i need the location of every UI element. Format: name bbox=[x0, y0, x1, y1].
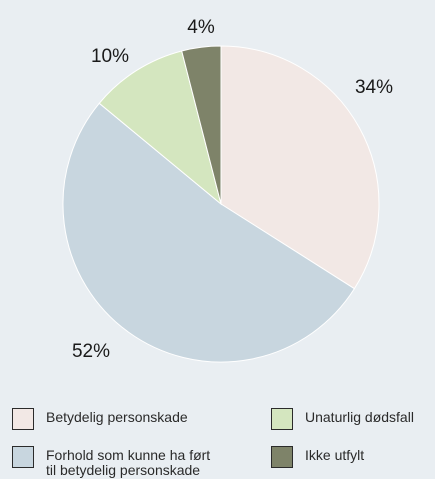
legend-item-forhold: Forhold som kunne ha ført til betydelig … bbox=[12, 446, 211, 478]
legend-label-forhold: Forhold som kunne ha ført til betydelig … bbox=[46, 447, 211, 478]
pie-slice-ikke-utfylt bbox=[181, 45, 222, 205]
slice-label-ikke-utfylt: 4% bbox=[187, 17, 215, 38]
pie-slice-betydelig-personskade bbox=[220, 45, 380, 290]
slice-label-betydelig-personskade: 34% bbox=[355, 77, 393, 98]
pie-chart: 34% 52% 10% 4% bbox=[62, 17, 393, 363]
legend-swatch-ikke-utfylt bbox=[271, 446, 293, 468]
legend-label-unaturlig-dodsfall: Unaturlig dødsfall bbox=[305, 409, 414, 425]
pie-slice-unaturlig-dodsfall bbox=[98, 50, 222, 206]
legend-item-ikke-utfylt: Ikke utfylt bbox=[271, 446, 365, 468]
legend-label-betydelig-personskade: Betydelig personskade bbox=[46, 409, 188, 425]
pie-slice-forhold bbox=[62, 102, 356, 363]
pie-labels: 34% 52% 10% 4% bbox=[72, 17, 393, 362]
legend-swatch-unaturlig-dodsfall bbox=[271, 408, 293, 430]
legend-swatch-forhold bbox=[12, 446, 34, 468]
legend-label-ikke-utfylt: Ikke utfylt bbox=[305, 447, 365, 463]
pie-slices bbox=[62, 45, 380, 363]
legend-swatch-betydelig-personskade bbox=[12, 408, 34, 430]
legend-item-unaturlig-dodsfall: Unaturlig dødsfall bbox=[271, 408, 414, 430]
slice-label-forhold: 52% bbox=[72, 341, 110, 362]
slice-label-unaturlig-dodsfall: 10% bbox=[91, 46, 129, 67]
legend-item-betydelig-personskade: Betydelig personskade bbox=[12, 408, 188, 430]
